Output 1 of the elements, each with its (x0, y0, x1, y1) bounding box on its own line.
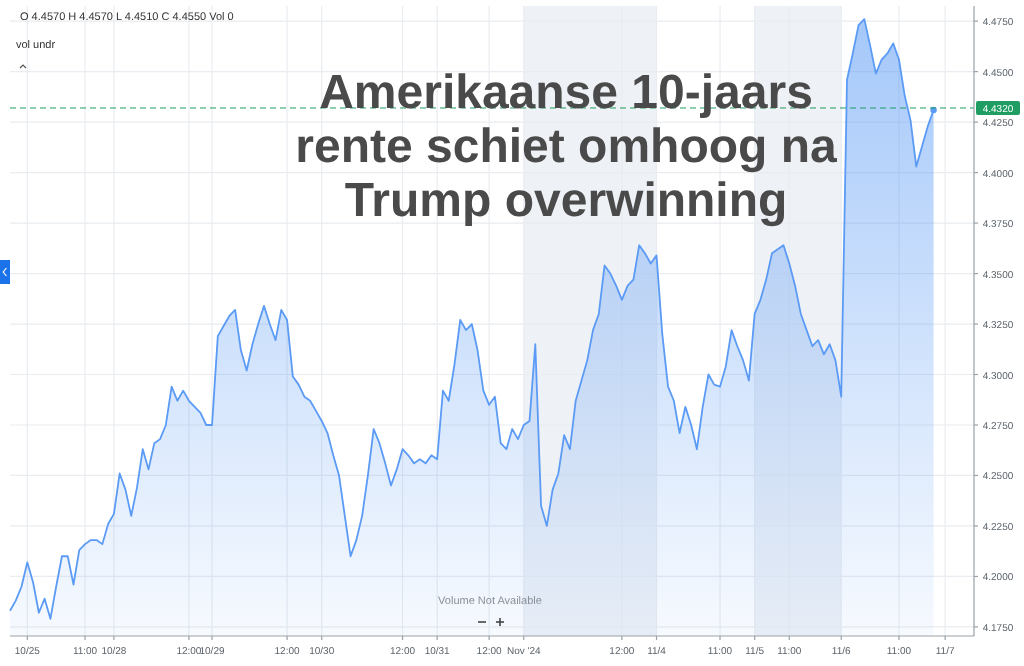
text: Amerikaanse 10-jaars rente schiet omhoog na Trump overwinning (295, 66, 839, 228)
